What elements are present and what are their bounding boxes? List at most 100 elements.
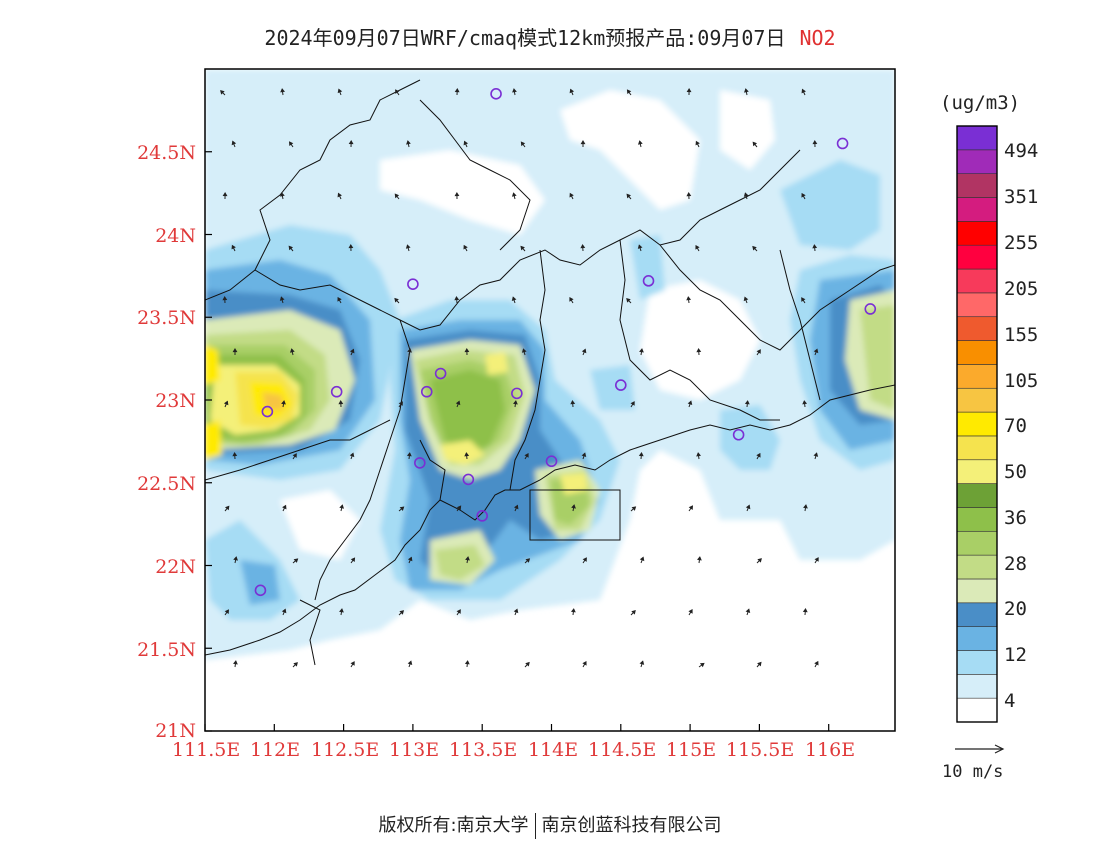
wind-arrow [288, 245, 294, 252]
wind-arrow [744, 88, 749, 96]
colorbar-swatch [956, 483, 998, 508]
wind-arrow [696, 452, 701, 460]
wind-arrow [639, 556, 645, 564]
lon-label-115: 115E [666, 739, 717, 761]
wind-arrow [463, 140, 469, 148]
wind-arrow [801, 88, 806, 96]
wind-arrow [630, 609, 636, 616]
footer-divider [534, 813, 536, 839]
wind-arrow [338, 400, 344, 408]
wind-arrow [224, 505, 230, 512]
wind-arrow [398, 401, 403, 408]
colorbar-swatch [956, 221, 998, 246]
station-marker [420, 385, 433, 398]
wind-arrow [743, 192, 749, 200]
station-marker [330, 385, 343, 398]
wind-arrow [639, 660, 645, 668]
wind-arrow [752, 141, 758, 148]
station-marker [511, 387, 523, 400]
wind-arrow [456, 609, 461, 616]
wind-arrow [814, 557, 819, 564]
wind-arrow [233, 660, 238, 668]
wind-arrow [222, 192, 228, 200]
wind-arrow [813, 348, 819, 356]
colorbar-frame [956, 125, 998, 723]
colorbar-swatch [956, 125, 998, 151]
colorbar-swatch [956, 292, 998, 318]
colorbar-label-28: 28 [1004, 553, 1027, 575]
lon-label-114-5: 114.5E [588, 739, 657, 761]
wind-arrow [454, 88, 460, 96]
wind-arrow [348, 140, 354, 148]
wind-arrow [626, 297, 632, 304]
wind-arrow [812, 244, 818, 252]
wind-arrow [232, 348, 238, 355]
wind-arrow [398, 610, 405, 616]
wind-arrow [232, 452, 238, 460]
wind-arrow [581, 452, 587, 460]
wind-arrow [695, 244, 700, 252]
wind-arrow [394, 297, 400, 304]
colorbar [956, 125, 998, 723]
wind-arrow [348, 244, 354, 252]
wind-arrow [350, 661, 355, 668]
colorbar-swatch [956, 507, 998, 532]
wind-arrow [569, 192, 574, 200]
wind-arrow [626, 193, 632, 200]
colorbar-swatch [956, 364, 998, 389]
wind-arrow [349, 452, 355, 460]
colorbar-swatch [956, 554, 998, 580]
wind-arrow [520, 141, 526, 148]
wind-arrow [337, 88, 343, 96]
wind-arrow [569, 297, 574, 304]
colorbar-swatch [956, 197, 998, 222]
lon-label-113-5: 113.5E [449, 739, 518, 761]
lat-label-23-5: 23.5N [137, 307, 196, 329]
colorbar-swatch [956, 316, 998, 341]
wind-arrow [524, 558, 531, 564]
wind-arrow [349, 348, 355, 356]
wind-arrow [524, 661, 530, 668]
lon-label-111-5: 111.5E [172, 739, 241, 761]
axis-ticks [204, 151, 830, 732]
wind-arrow [464, 452, 470, 460]
wind-arrow [801, 297, 806, 304]
lon-label-114: 114E [528, 739, 579, 761]
colorbar-label-255: 255 [1004, 232, 1039, 254]
copyright-right: 南京创蓝科技有限公司 [541, 815, 722, 836]
wind-arrow [398, 506, 405, 512]
map-title: 2024年09月07日WRF/cmaq模式12km预报产品:09月07日 NO2 [0, 22, 1100, 51]
wind-arrow [406, 140, 411, 148]
lat-label-22-5: 22.5N [137, 473, 196, 495]
colorbar-swatch [956, 459, 998, 484]
copyright-left: 版权所有:南京大学 [378, 815, 529, 836]
wind-arrow [801, 192, 806, 200]
wind-arrow [223, 400, 229, 408]
wind-arrow [281, 400, 286, 408]
wind-arrow [695, 140, 700, 148]
colorbar-swatch [956, 530, 998, 556]
wind-arrow [802, 400, 808, 408]
wind-arrow [744, 400, 750, 408]
wind-arrow [512, 88, 517, 96]
wind-arrow [337, 192, 342, 200]
station-marker [864, 303, 877, 315]
wind-arrow [454, 192, 460, 200]
wind-arrow [463, 244, 468, 252]
colorbar-swatch [956, 578, 998, 604]
lat-label-24: 24N [155, 225, 196, 247]
wind-arrow [698, 662, 705, 668]
colorbar-label-12: 12 [1004, 644, 1027, 666]
wind-arrow [686, 296, 692, 304]
wind-arrow [407, 348, 412, 356]
wind-arrow [639, 348, 644, 356]
wind-arrow [688, 609, 693, 616]
station-marker [434, 367, 447, 380]
wind-arrow [407, 556, 413, 564]
lon-label-115-5: 115.5E [726, 739, 795, 761]
wind-vectors [220, 88, 819, 668]
wind-arrow [630, 506, 637, 512]
lon-label-116: 116E [805, 739, 856, 761]
wind-arrow [282, 504, 287, 512]
